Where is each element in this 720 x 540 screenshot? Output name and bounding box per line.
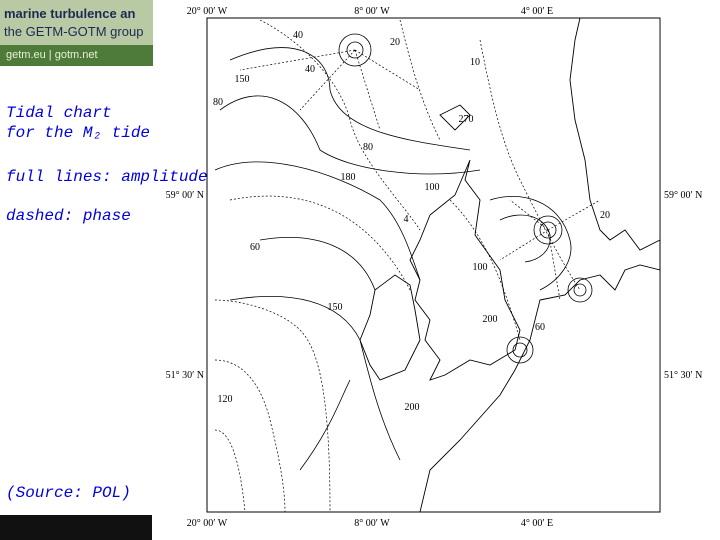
contour-label: 100: [425, 182, 440, 193]
lat-label: 59° 00′ N: [664, 190, 702, 201]
contour-label: 20: [600, 210, 610, 221]
source-text: (Source: POL): [6, 484, 131, 502]
contour-label: 270: [459, 114, 474, 125]
lon-label: 8° 00′ W: [354, 518, 390, 529]
contour-label: 100: [473, 262, 488, 273]
contour-label: 120: [218, 394, 233, 405]
contours: [214, 19, 601, 513]
logo-links[interactable]: getm.eu | gotm.net: [0, 45, 153, 66]
logo: marine turbulence an the GETM-GOTM group…: [0, 0, 153, 66]
contour-label: 200: [405, 402, 420, 413]
contour-label: 60: [535, 322, 545, 333]
contour-label: 80: [363, 142, 373, 153]
contour-label: 60: [250, 242, 260, 253]
lat-label: 51° 30′ N: [166, 370, 204, 381]
coastlines: [359, 17, 661, 513]
lon-label: 4° 00′ E: [521, 6, 553, 17]
lat-label: 51° 30′ N: [664, 370, 702, 381]
contour-label: 10: [470, 57, 480, 68]
legend-text: full lines: amplitude: [6, 168, 208, 186]
contour-label: 40: [293, 30, 303, 41]
slide-title: Tidal chart: [6, 104, 112, 122]
contour-label: 150: [235, 74, 250, 85]
lon-label: 20° 00′ W: [187, 6, 228, 17]
footer-bar: [0, 515, 152, 540]
legend-text: dashed: phase: [6, 207, 131, 225]
lon-label: 8° 00′ W: [354, 6, 390, 17]
contour-label: 4: [404, 214, 409, 225]
contour-label: 150: [328, 302, 343, 313]
contour-label: 200: [483, 314, 498, 325]
lon-label: 4° 00′ E: [521, 518, 553, 529]
logo-subtitle: the GETM-GOTM group: [4, 24, 144, 39]
logo-title: marine turbulence an: [4, 6, 136, 21]
contour-label: 20: [390, 37, 400, 48]
lon-label: 20° 00′ W: [187, 518, 228, 529]
contour-label: 180: [341, 172, 356, 183]
lat-label: 59° 00′ N: [166, 190, 204, 201]
contour-label: 80: [213, 97, 223, 108]
contour-label: 40: [305, 64, 315, 75]
slide-title: for the M₂ tide: [6, 124, 151, 142]
